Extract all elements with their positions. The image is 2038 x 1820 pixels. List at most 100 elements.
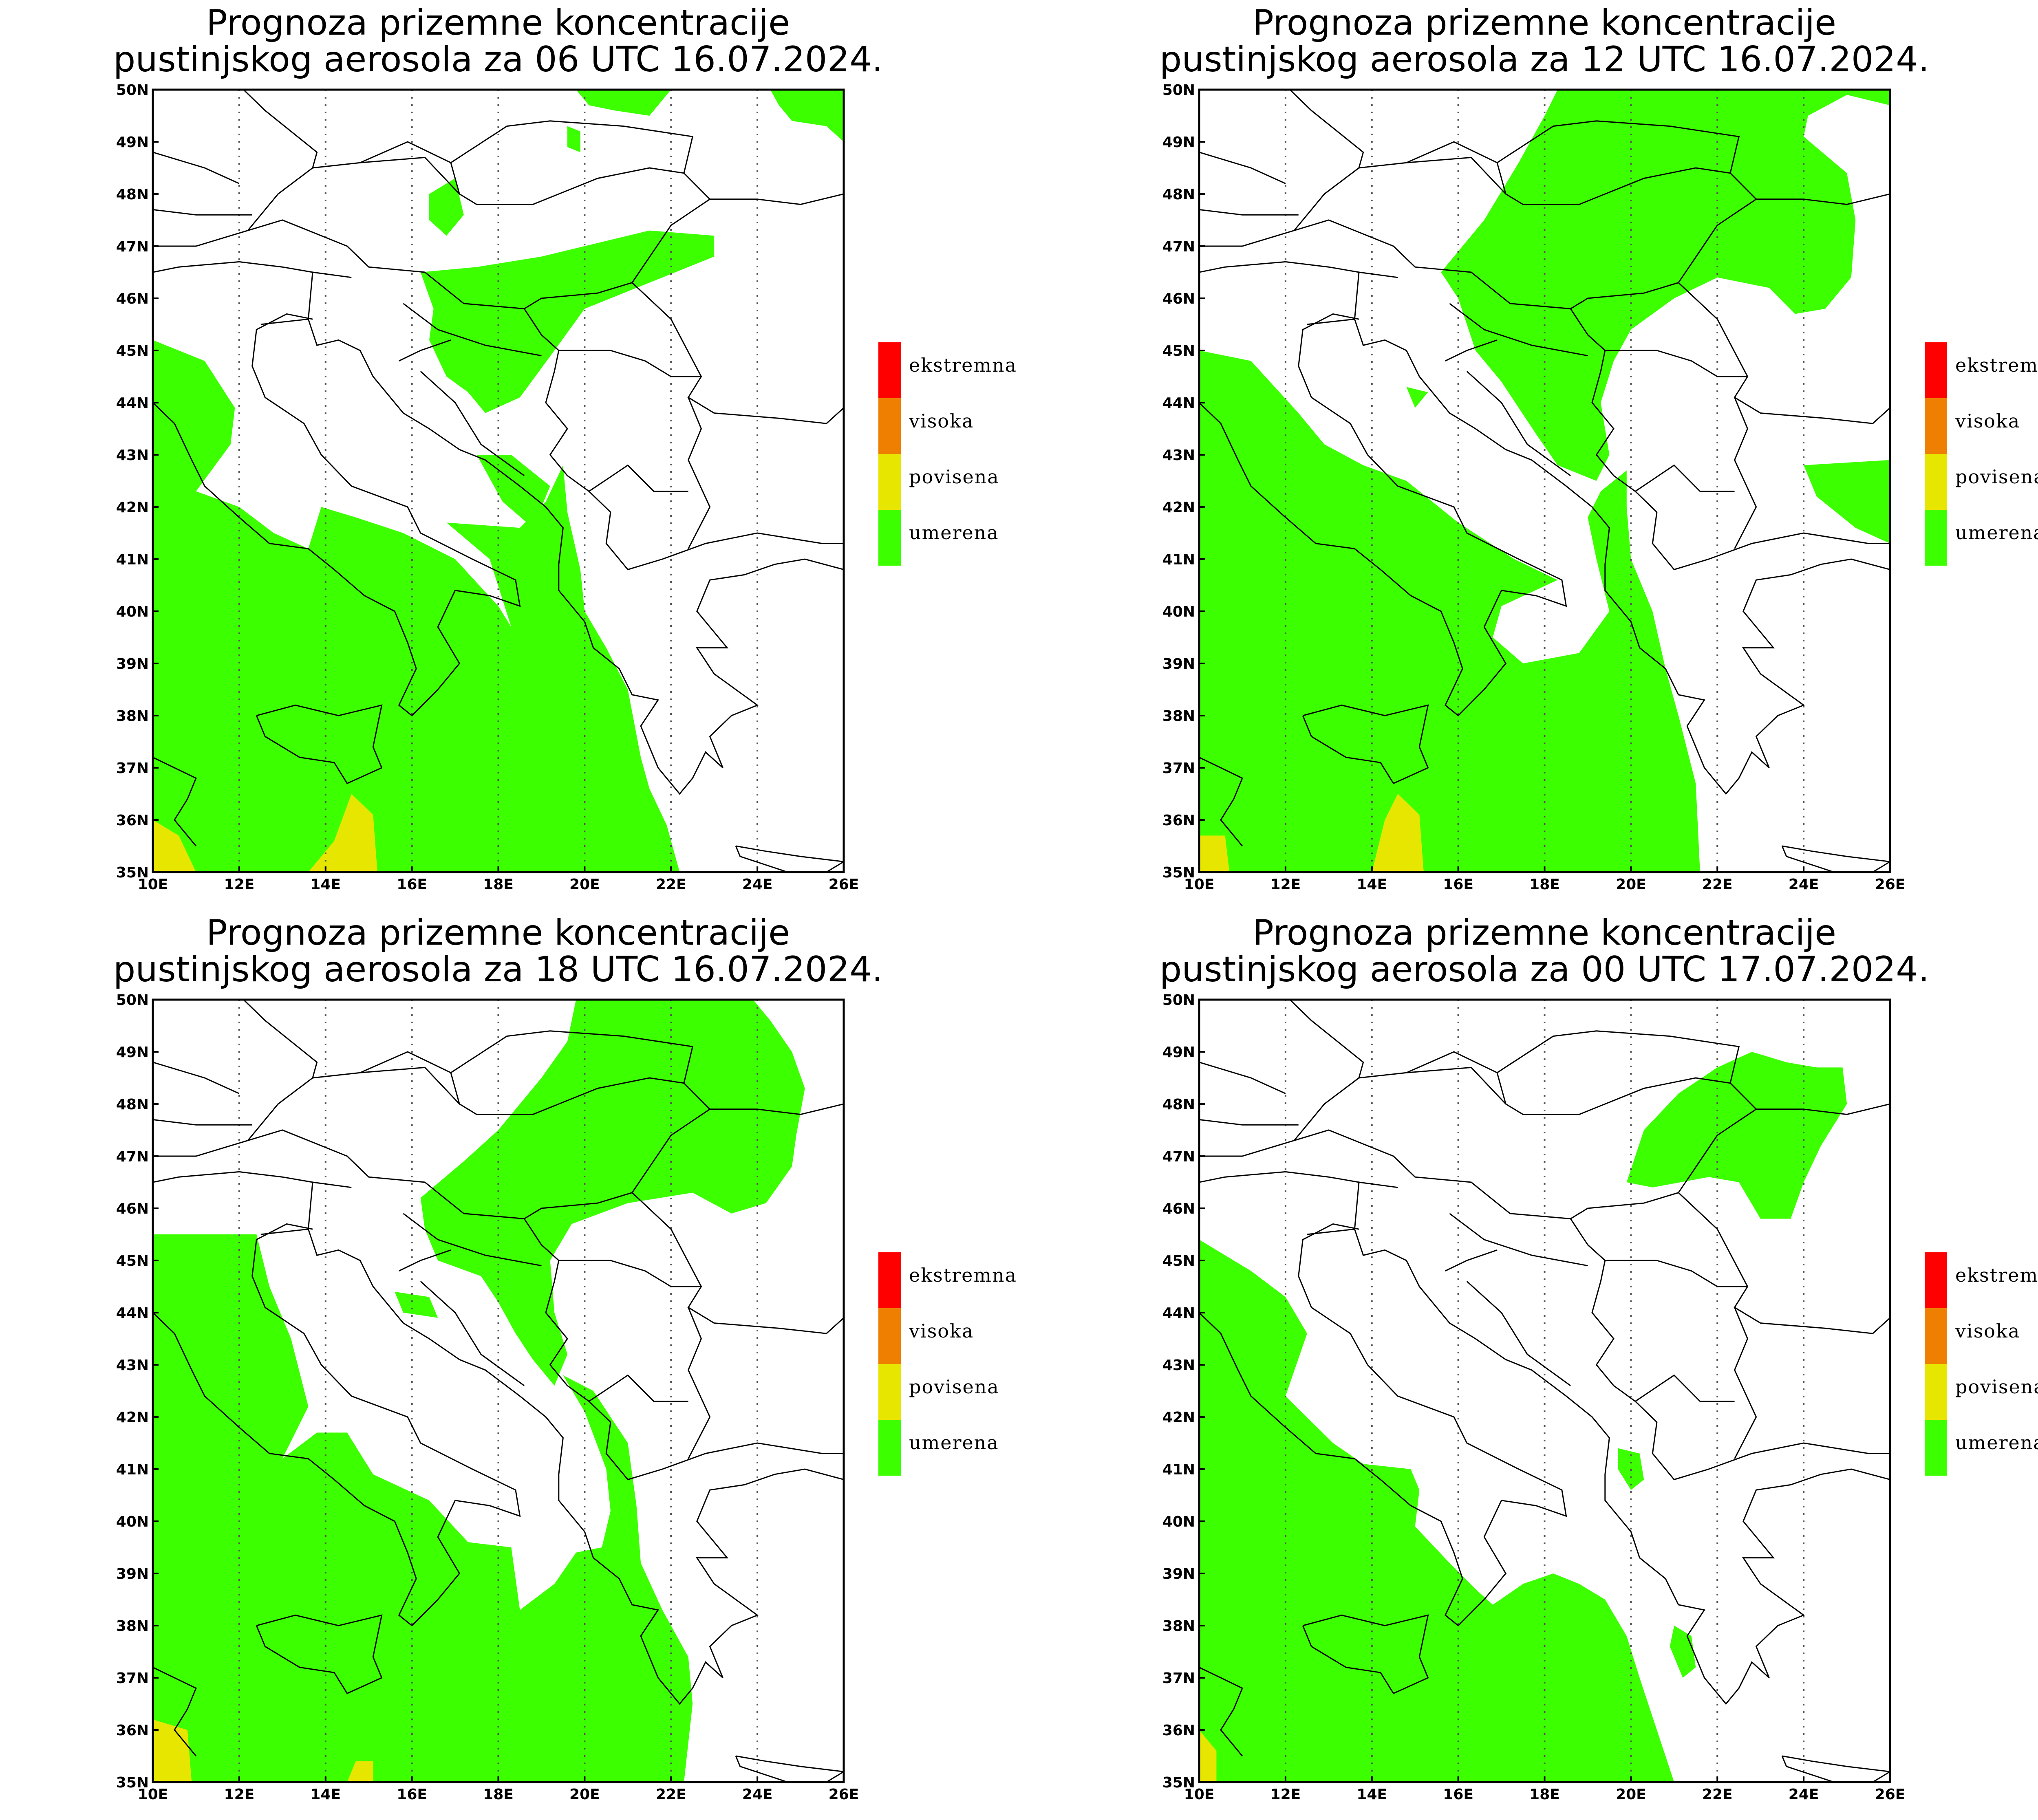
country-border — [1199, 1171, 1359, 1183]
y-tick-label: 47N — [116, 238, 149, 255]
coastline — [1781, 1755, 1890, 1782]
country-border — [153, 209, 252, 216]
country-border — [260, 1181, 352, 1235]
country-border — [450, 120, 694, 174]
map-svg: Prognoza prizemne koncentracije pustinjs… — [1160, 2, 2038, 893]
dust-zone-umerena — [770, 90, 844, 142]
x-tick-label: 16E — [397, 1786, 427, 1803]
x-tick-label: 12E — [224, 1786, 255, 1803]
coastline — [735, 1755, 844, 1782]
country-border — [1445, 1249, 1498, 1271]
dust-zone-umerena — [429, 178, 464, 236]
y-tick-label: 49N — [1162, 134, 1195, 151]
coastline — [1199, 1667, 1243, 1756]
y-tick-label: 49N — [116, 1044, 149, 1061]
coastline — [307, 1229, 844, 1705]
x-tick-label: 26E — [1875, 1786, 1906, 1803]
y-tick-label: 43N — [116, 447, 149, 464]
x-tick-label: 16E — [1443, 1786, 1473, 1803]
dust-zone-umerena — [1406, 387, 1428, 408]
coastline — [307, 319, 844, 795]
y-tick-label: 40N — [1162, 1514, 1195, 1530]
country-border — [1678, 282, 1890, 424]
y-tick-label: 48N — [1162, 186, 1195, 203]
legend-swatch — [878, 1252, 901, 1308]
y-tick-label: 50N — [1162, 992, 1195, 1009]
x-tick-label: 20E — [1616, 876, 1646, 893]
dust-zone-umerena — [576, 90, 671, 116]
coastline — [1781, 845, 1890, 872]
map-area — [153, 90, 844, 872]
dust-zone-umerena — [1441, 90, 1890, 481]
legend-swatch — [1925, 454, 1947, 510]
legend-label: umerena — [909, 1432, 999, 1454]
y-tick-label: 38N — [116, 708, 149, 725]
legend-label: umerena — [1955, 522, 2038, 544]
dust-zone-povisena — [1199, 835, 1230, 872]
coastline — [1199, 757, 1243, 846]
legend-label: umerena — [909, 522, 999, 544]
legend-swatch — [1925, 1308, 1947, 1364]
y-tick-label: 50N — [1162, 82, 1195, 99]
country-border — [153, 261, 313, 273]
y-tick-label: 47N — [1162, 1148, 1195, 1165]
map-svg: Prognoza prizemne koncentracije pustinjs… — [113, 912, 1017, 1803]
dust-zone-umerena — [395, 1291, 438, 1318]
y-tick-label: 39N — [1162, 656, 1195, 672]
country-border — [1734, 397, 1757, 549]
forecast-panel-2: Prognoza prizemne koncentracije pustinjs… — [1046, 0, 2038, 910]
x-tick-label: 10E — [1184, 876, 1215, 893]
coastline — [153, 1667, 197, 1756]
x-tick-label: 22E — [656, 1786, 686, 1803]
y-tick-label: 49N — [1162, 1044, 1195, 1061]
x-tick-label: 24E — [1789, 876, 1819, 893]
x-tick-label: 12E — [1270, 876, 1301, 893]
legend-swatch — [878, 510, 901, 566]
coastline — [1302, 704, 1429, 784]
y-tick-label: 40N — [1162, 604, 1195, 620]
country-border — [1289, 90, 1364, 168]
x-tick-label: 12E — [1270, 1786, 1301, 1803]
country-border — [1734, 1307, 1757, 1459]
dust-zone-umerena — [153, 340, 680, 872]
y-tick-label: 35N — [1162, 864, 1195, 881]
y-tick-label: 48N — [116, 1096, 149, 1113]
map-svg: Prognoza prizemne koncentracije pustinjs… — [1160, 912, 2038, 1803]
country-border — [247, 1066, 711, 1219]
x-tick-label: 20E — [569, 876, 600, 893]
x-tick-label: 26E — [829, 1786, 859, 1803]
country-border — [243, 90, 318, 168]
country-border — [1199, 1119, 1299, 1126]
country-border — [153, 1129, 844, 1481]
legend-swatch — [878, 454, 901, 510]
y-tick-label: 37N — [1162, 1670, 1195, 1687]
x-tick-label: 26E — [829, 876, 859, 893]
y-tick-label: 36N — [1162, 1722, 1195, 1739]
country-border — [1466, 1281, 1571, 1386]
dust-zone-umerena — [1199, 350, 1700, 872]
x-tick-label: 24E — [742, 876, 773, 893]
country-border — [403, 1213, 542, 1267]
country-border — [153, 1062, 240, 1094]
x-tick-label: 18E — [1529, 876, 1560, 893]
y-tick-label: 45N — [1162, 1253, 1195, 1269]
legend-label: ekstremna — [909, 1264, 1017, 1286]
country-border — [420, 1281, 525, 1386]
panel-title-line1: Prognoza prizemne koncentracije — [206, 912, 790, 953]
dust-zone-umerena — [420, 1000, 805, 1386]
x-tick-label: 22E — [1702, 876, 1733, 893]
legend-swatch — [1925, 342, 1947, 398]
coastline — [1354, 319, 1890, 795]
country-border — [1497, 1030, 1740, 1084]
y-tick-label: 45N — [1162, 343, 1195, 359]
x-tick-label: 18E — [1529, 1786, 1560, 1803]
dust-zone-umerena — [420, 230, 715, 413]
country-border — [260, 271, 352, 325]
country-border — [153, 1171, 313, 1183]
legend-swatch — [878, 1420, 901, 1476]
y-tick-label: 38N — [116, 1618, 149, 1635]
country-border — [1756, 193, 1890, 205]
y-tick-label: 41N — [1162, 551, 1195, 568]
dust-zone-umerena — [567, 126, 580, 152]
y-tick-label: 50N — [116, 992, 149, 1009]
